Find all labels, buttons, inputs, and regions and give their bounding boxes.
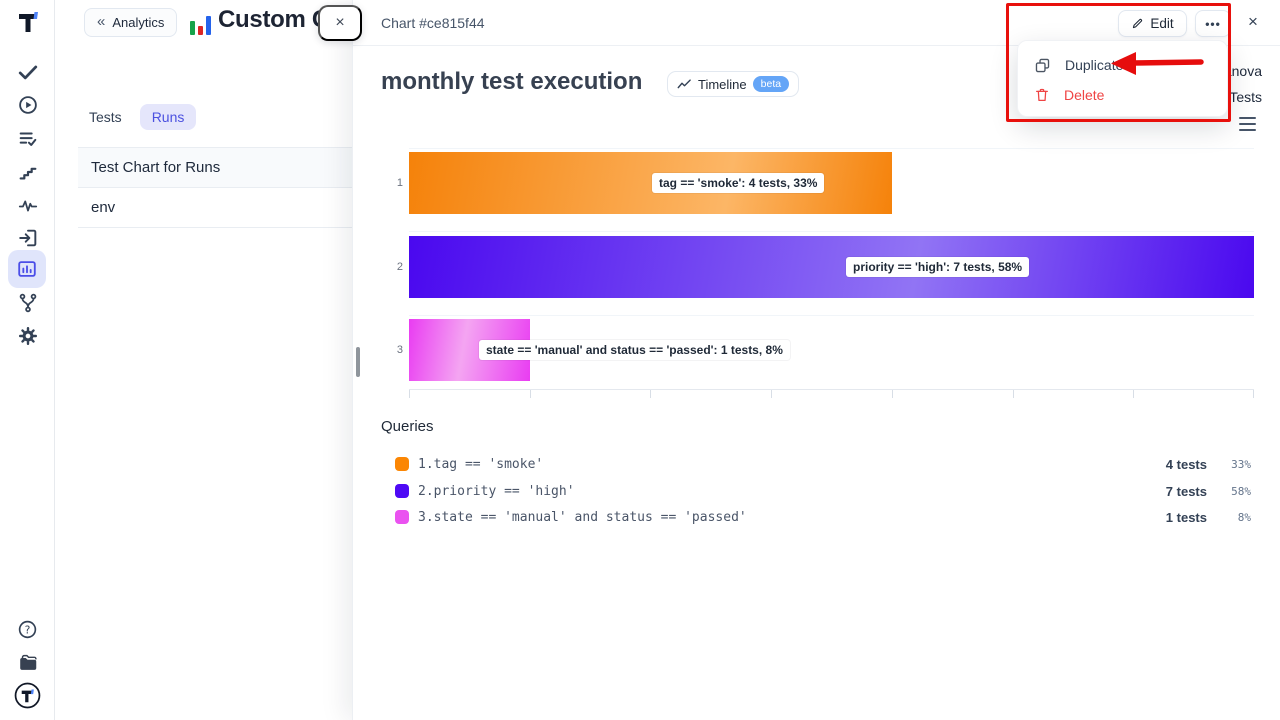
clipped-author-text: anova bbox=[1223, 63, 1262, 79]
sidebar-item-tests[interactable] bbox=[0, 61, 55, 83]
app-logo-icon[interactable] bbox=[0, 8, 55, 36]
sidebar-item-branches[interactable] bbox=[0, 292, 55, 314]
gridline bbox=[409, 148, 1254, 149]
bar-priority-high[interactable] bbox=[409, 236, 1254, 298]
help-circle-icon: ? bbox=[18, 620, 37, 639]
query-percent: 33% bbox=[1231, 457, 1251, 471]
gridline bbox=[409, 231, 1254, 232]
query-tests-count: 7 tests bbox=[1165, 483, 1207, 499]
app-sidebar: ? bbox=[0, 0, 55, 720]
delete-label: Delete bbox=[1064, 87, 1105, 103]
colored-bar-chart-icon bbox=[190, 11, 212, 35]
analytics-back-button[interactable]: « Analytics bbox=[84, 8, 178, 37]
queries-heading: Queries bbox=[381, 418, 434, 435]
query-row-2: 2. priority == 'high' 7 tests 58% bbox=[395, 482, 1251, 500]
bar-label-1: tag == 'smoke': 4 tests, 33% bbox=[652, 173, 825, 193]
check-icon bbox=[18, 65, 37, 80]
gear-icon bbox=[18, 327, 37, 345]
list-check-icon bbox=[19, 132, 36, 146]
chart-title: monthly test execution bbox=[381, 68, 643, 95]
query-row-1: 1. tag == 'smoke' 4 tests 33% bbox=[395, 455, 1251, 473]
chart-detail-panel: Chart #ce815f44 Edit ••• × monthly test … bbox=[352, 0, 1280, 720]
gridline bbox=[409, 315, 1254, 316]
query-color-swatch bbox=[395, 510, 409, 524]
sidebar-item-runs[interactable] bbox=[0, 94, 55, 116]
sidebar-item-pulse[interactable] bbox=[0, 195, 55, 217]
timeline-label: Timeline bbox=[698, 76, 747, 92]
sidebar-item-account[interactable] bbox=[0, 682, 55, 709]
pencil-icon bbox=[1133, 18, 1143, 29]
sidebar-item-milestones[interactable] bbox=[0, 161, 55, 183]
x-axis bbox=[409, 389, 1254, 398]
bar-chart-icon bbox=[18, 261, 36, 277]
trending-line-icon bbox=[677, 78, 691, 88]
steps-icon bbox=[19, 167, 36, 180]
bar-label-3: state == 'manual' and status == 'passed'… bbox=[479, 340, 790, 360]
query-expression: state == 'manual' and status == 'passed' bbox=[433, 509, 747, 525]
import-icon bbox=[18, 229, 36, 247]
panel-close-button[interactable]: × bbox=[1248, 12, 1258, 31]
tab-tests[interactable]: Tests bbox=[89, 109, 122, 125]
menu-item-duplicate[interactable]: Duplicate bbox=[1018, 50, 1227, 80]
edit-button[interactable]: Edit bbox=[1118, 10, 1187, 37]
logo-circle-icon bbox=[14, 682, 41, 709]
query-expression: priority == 'high' bbox=[433, 483, 575, 499]
chart-id-breadcrumb: Chart #ce815f44 bbox=[381, 14, 485, 31]
chart-context-menu: Duplicate Delete bbox=[1017, 40, 1228, 117]
category-label-1: 1 bbox=[396, 177, 403, 189]
query-color-swatch bbox=[395, 484, 409, 498]
sidebar-item-docs[interactable] bbox=[0, 652, 55, 674]
edit-button-label: Edit bbox=[1150, 16, 1174, 31]
query-percent: 58% bbox=[1231, 484, 1251, 498]
query-percent: 8% bbox=[1237, 510, 1251, 524]
query-tests-count: 4 tests bbox=[1165, 456, 1207, 472]
timeline-toggle-button[interactable]: Timeline beta bbox=[667, 71, 800, 97]
query-index: 1. bbox=[418, 456, 434, 472]
horizontal-bar-chart: 1 2 3 tag == 'smoke': 4 tests, 33% prior… bbox=[397, 140, 1254, 398]
copy-icon bbox=[1035, 58, 1050, 72]
query-index: 3. bbox=[418, 509, 434, 525]
tab-runs[interactable]: Runs bbox=[139, 104, 197, 130]
play-circle-icon bbox=[18, 96, 37, 114]
query-tests-count: 1 tests bbox=[1165, 509, 1207, 525]
query-color-swatch bbox=[395, 457, 409, 471]
sidebar-item-settings[interactable] bbox=[0, 325, 55, 347]
query-index: 2. bbox=[418, 483, 434, 499]
sidebar-item-custom-charts[interactable] bbox=[8, 250, 46, 288]
panel-header: Chart #ce815f44 bbox=[353, 0, 1280, 46]
duplicate-label: Duplicate bbox=[1065, 57, 1124, 73]
back-button-label: Analytics bbox=[112, 15, 165, 30]
chart-menu-icon[interactable] bbox=[1239, 117, 1256, 134]
menu-item-delete[interactable]: Delete bbox=[1018, 80, 1227, 110]
category-label-2: 2 bbox=[396, 261, 403, 273]
folder-icon bbox=[19, 654, 37, 670]
more-options-button[interactable]: ••• bbox=[1195, 10, 1231, 37]
svg-text:?: ? bbox=[25, 624, 31, 636]
query-expression: tag == 'smoke' bbox=[433, 456, 544, 472]
sidebar-item-import[interactable] bbox=[0, 227, 55, 249]
clipped-tests-text: Tests bbox=[1229, 89, 1262, 105]
branch-icon bbox=[19, 293, 36, 313]
category-label-3: 3 bbox=[396, 344, 403, 356]
double-chevron-left-icon: « bbox=[97, 13, 106, 30]
query-row-3: 3. state == 'manual' and status == 'pass… bbox=[395, 508, 1251, 526]
pulse-icon bbox=[18, 200, 37, 212]
beta-badge: beta bbox=[752, 76, 790, 92]
logo-t-icon bbox=[18, 12, 38, 32]
trash-icon bbox=[1036, 88, 1048, 101]
bar-label-2: priority == 'high': 7 tests, 58% bbox=[846, 257, 1030, 277]
tests-runs-tabs: Tests Runs bbox=[87, 104, 197, 130]
scrollbar-thumb[interactable] bbox=[356, 347, 360, 377]
sidebar-item-plans[interactable] bbox=[0, 128, 55, 150]
panel-close-pill-button[interactable]: × bbox=[318, 5, 362, 41]
sidebar-item-help[interactable]: ? bbox=[0, 619, 55, 640]
